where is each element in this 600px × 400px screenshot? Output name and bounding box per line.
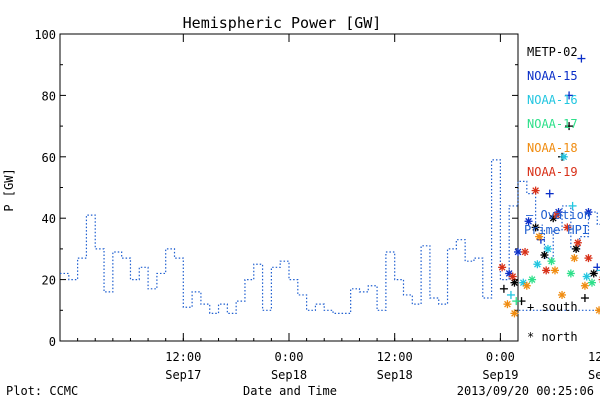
- data-point: [550, 266, 559, 275]
- data-point: [512, 297, 521, 306]
- data-point: [531, 186, 540, 195]
- data-point: [568, 201, 577, 210]
- legend-entry: NOAA-15: [527, 69, 578, 83]
- data-point: [499, 284, 508, 293]
- satellite-points: [498, 54, 600, 318]
- ovation-legend-label: Prime HPI: [524, 223, 589, 237]
- data-point: [570, 254, 579, 263]
- legend: METP-02 NOAA-15 NOAA-16 NOAA-17 NOAA-18 NOAA-…: [527, 45, 578, 179]
- data-point: [522, 281, 531, 290]
- data-point: [563, 223, 572, 232]
- x-tick-time-label: 12:00: [377, 350, 413, 364]
- data-point: [540, 251, 549, 260]
- data-point: [531, 223, 540, 232]
- data-point: [587, 278, 596, 287]
- data-point: [510, 278, 519, 287]
- data-point: [521, 247, 530, 256]
- data-point: [565, 91, 574, 100]
- y-tick-label: 60: [42, 151, 56, 165]
- data-point: [552, 211, 561, 220]
- x-tick-date-label: Sep17: [165, 368, 201, 382]
- legend-entry: NOAA-19: [527, 165, 578, 179]
- data-point: [596, 269, 600, 272]
- data-point: [547, 257, 556, 266]
- data-point: [589, 269, 598, 278]
- data-point: [543, 244, 552, 253]
- data-point: [584, 254, 593, 263]
- plot-credit: Plot: CCMC: [6, 384, 78, 398]
- y-tick-label: 80: [42, 89, 56, 103]
- chart-title: Hemispheric Power [GW]: [183, 14, 382, 32]
- data-point: [542, 266, 551, 275]
- x-tick-date-label: Sep18: [377, 368, 413, 382]
- legend-entry: NOAA-18: [527, 141, 578, 155]
- data-point: [572, 244, 581, 253]
- data-point: [582, 272, 591, 281]
- data-point: [565, 122, 574, 131]
- x-axis-label: Date and Time: [243, 384, 337, 398]
- plot-frame: [59, 33, 519, 342]
- data-point: [524, 217, 533, 226]
- x-tick-date-label: Sep19: [482, 368, 518, 382]
- ovation-legend-label: – Ovation: [526, 208, 591, 222]
- data-point: [545, 189, 554, 198]
- y-tick-label: 100: [34, 28, 56, 42]
- data-point: [528, 275, 537, 284]
- symbol-legend-entry: * north: [527, 330, 578, 344]
- data-point: [510, 309, 519, 318]
- data-point: [559, 152, 568, 161]
- y-tick-label: 40: [42, 212, 56, 226]
- legend-entry: NOAA-17: [527, 117, 578, 131]
- ovation-series-line: [60, 159, 600, 314]
- data-point: [498, 263, 507, 272]
- plot-timestamp: 2013/09/20 00:25:06: [457, 384, 594, 398]
- data-point: [506, 290, 515, 299]
- x-tick-date-label: Sep19: [588, 368, 600, 382]
- data-point: [558, 290, 567, 299]
- legend-entry: NOAA-16: [527, 93, 578, 107]
- data-point: [514, 247, 522, 256]
- x-axis-ticks: 12:00 Sep17 0:00 Sep18 12:00 Sep18 0:00 Sep19 12…: [59, 34, 600, 382]
- data-point: [580, 281, 589, 290]
- data-point: [573, 238, 582, 247]
- data-point: [503, 300, 512, 309]
- y-axis-label: P [GW]: [2, 168, 16, 211]
- x-tick-time-label: 12:00: [588, 350, 600, 364]
- data-point: [580, 294, 589, 303]
- x-tick-time-label: 0:00: [486, 350, 515, 364]
- data-point: [533, 260, 542, 269]
- x-tick-time-label: 0:00: [275, 350, 304, 364]
- data-point: [577, 54, 586, 63]
- y-tick-label: 0: [49, 335, 56, 349]
- data-point: [566, 269, 575, 278]
- data-point: [508, 272, 517, 281]
- data-point: [595, 306, 600, 315]
- symbol-legend-entry: + south: [527, 300, 578, 314]
- data-point: [535, 232, 544, 241]
- x-tick-time-label: 12:00: [165, 350, 201, 364]
- legend-entry: METP-02: [527, 45, 578, 59]
- y-tick-label: 20: [42, 274, 56, 288]
- x-tick-date-label: Sep18: [271, 368, 307, 382]
- symbol-legend: + south * north: [527, 300, 578, 344]
- y-axis-ticks: 0 20 40 60 80 100: [34, 28, 518, 349]
- data-point: [584, 208, 593, 217]
